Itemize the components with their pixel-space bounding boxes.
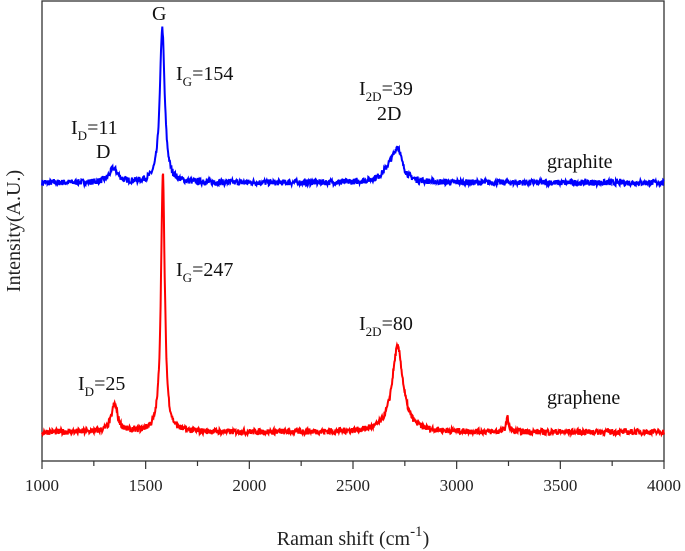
annotation-1: IG=154 — [176, 63, 233, 89]
annotation-4: I2D=39 — [359, 78, 413, 104]
x-tick-label: 3000 — [440, 476, 474, 495]
annotation-2: ID=11 — [71, 117, 118, 143]
x-tick-label: 4000 — [647, 476, 681, 495]
annotation-3: D — [96, 141, 110, 163]
annotation-0: G — [152, 3, 166, 25]
y-axis-title: Intensity(A.U.) — [3, 170, 25, 292]
annotation-6: graphite — [547, 151, 613, 173]
x-tick-label: 3500 — [543, 476, 577, 495]
annotation-7: IG=247 — [176, 259, 233, 285]
annotation-8: I2D=80 — [359, 313, 413, 339]
x-tick-label: 2000 — [232, 476, 266, 495]
x-axis-title: Raman shift (cm-1) — [277, 524, 429, 550]
annotation-10: graphene — [547, 387, 620, 409]
series-group — [41, 26, 665, 438]
x-tick-label: 1500 — [129, 476, 163, 495]
x-tick-label: 1000 — [25, 476, 59, 495]
annotation-9: ID=25 — [78, 373, 125, 399]
x-axis-ticks: 1000 1500 2000 2500 3000 3500 4000 — [25, 461, 681, 495]
x-tick-label: 2500 — [336, 476, 370, 495]
annotation-5: 2D — [377, 103, 401, 125]
series-line-graphite — [41, 26, 665, 190]
series-line-graphene — [41, 173, 665, 438]
